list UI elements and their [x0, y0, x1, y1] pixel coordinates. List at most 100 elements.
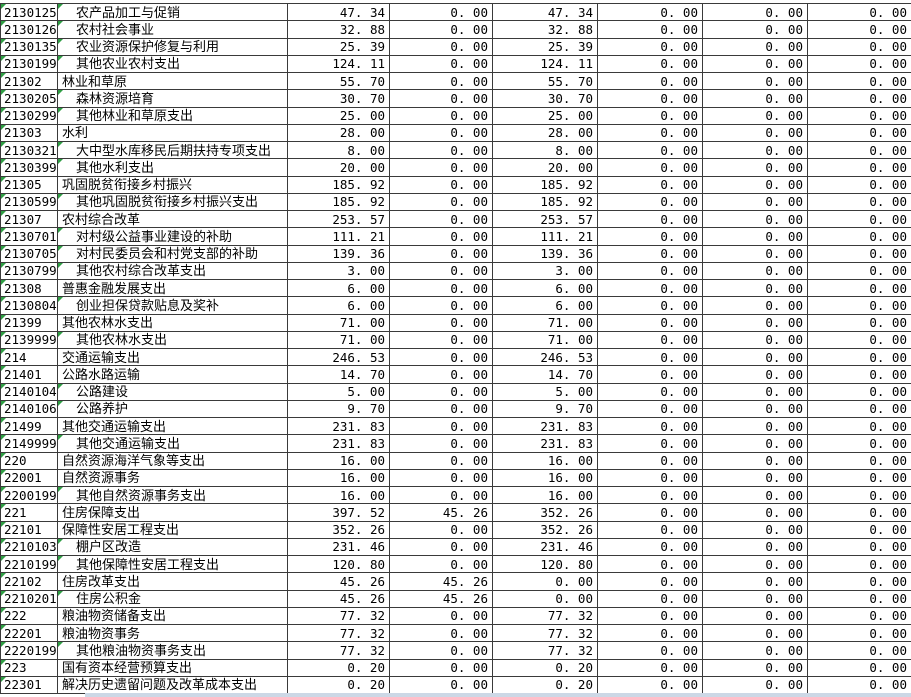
amount-cell[interactable]: 0. 00	[390, 245, 493, 262]
amount-cell[interactable]: 55. 70	[493, 73, 598, 90]
amount-cell[interactable]: 5. 00	[288, 383, 390, 400]
amount-cell[interactable]: 253. 57	[288, 211, 390, 228]
amount-cell[interactable]: 0. 00	[869, 280, 907, 296]
amount-cell[interactable]: 185. 92	[288, 176, 390, 193]
amount-cell[interactable]: 16. 00	[288, 469, 390, 486]
amount-cell[interactable]: 45. 26	[288, 590, 390, 607]
budget-code-cell[interactable]: 2149999	[1, 435, 58, 452]
amount-cell[interactable]: 0. 00	[390, 625, 493, 642]
amount-cell[interactable]: 6. 00	[493, 280, 598, 297]
amount-cell[interactable]: 0. 00	[703, 469, 808, 486]
budget-code-cell[interactable]: 2140104	[1, 383, 58, 400]
budget-code-cell[interactable]: 2130701	[1, 228, 58, 245]
amount-cell[interactable]: 0. 00	[390, 55, 493, 72]
amount-cell[interactable]: 0. 00	[598, 400, 703, 417]
amount-cell[interactable]: 16. 00	[493, 452, 598, 469]
amount-cell[interactable]: 0. 00	[869, 366, 907, 382]
amount-cell[interactable]: 0. 00	[703, 349, 808, 366]
amount-cell[interactable]: 0. 00	[598, 297, 703, 314]
amount-cell[interactable]: 0. 00	[598, 124, 703, 141]
amount-cell[interactable]: 45. 26	[288, 573, 390, 590]
amount-cell[interactable]: 231. 46	[288, 538, 390, 555]
budget-code-cell[interactable]: 2130799	[1, 262, 58, 279]
amount-cell[interactable]: 0. 00	[598, 159, 703, 176]
amount-cell[interactable]: 0. 00	[703, 504, 808, 521]
budget-code-cell[interactable]: 22201	[1, 625, 58, 642]
budget-code-cell[interactable]: 2200199	[1, 487, 58, 504]
amount-cell[interactable]: 0. 00	[869, 90, 907, 106]
budget-code-cell[interactable]: 21499	[1, 418, 58, 435]
amount-cell[interactable]: 0. 00	[390, 418, 493, 435]
amount-cell[interactable]: 0. 00	[598, 228, 703, 245]
amount-cell[interactable]: 0. 00	[390, 262, 493, 279]
amount-cell[interactable]: 0. 00	[869, 435, 907, 451]
amount-cell[interactable]: 0. 00	[703, 90, 808, 107]
budget-item-name-cell[interactable]: 森林资源培育	[58, 90, 288, 107]
amount-cell[interactable]: 0. 00	[390, 38, 493, 55]
amount-cell[interactable]: 0. 00	[869, 573, 907, 589]
amount-cell[interactable]: 124. 11	[493, 55, 598, 72]
amount-cell[interactable]: 16. 00	[493, 469, 598, 486]
amount-cell[interactable]: 0. 00	[869, 56, 907, 72]
amount-cell[interactable]: 0. 00	[869, 453, 907, 469]
amount-cell[interactable]: 0. 00	[598, 211, 703, 228]
amount-cell[interactable]: 45. 26	[390, 504, 493, 521]
amount-cell[interactable]: 0. 00	[390, 297, 493, 314]
budget-item-name-cell[interactable]: 自然资源事务	[58, 469, 288, 486]
budget-code-cell[interactable]: 221	[1, 504, 58, 521]
budget-item-name-cell[interactable]: 住房保障支出	[58, 504, 288, 521]
budget-item-name-cell[interactable]: 其他农林水支出	[58, 314, 288, 331]
amount-cell[interactable]: 0. 00	[390, 538, 493, 555]
amount-cell[interactable]: 0. 00	[703, 676, 808, 693]
amount-cell[interactable]: 0. 00	[598, 452, 703, 469]
amount-cell[interactable]: 71. 00	[493, 331, 598, 348]
amount-cell[interactable]: 0. 00	[598, 90, 703, 107]
amount-cell[interactable]: 16. 00	[493, 487, 598, 504]
amount-cell[interactable]: 185. 92	[493, 176, 598, 193]
budget-item-name-cell[interactable]: 保障性安居工程支出	[58, 521, 288, 538]
budget-code-cell[interactable]: 22102	[1, 573, 58, 590]
amount-cell[interactable]: 0. 00	[390, 211, 493, 228]
amount-cell[interactable]: 5. 00	[493, 383, 598, 400]
amount-cell[interactable]: 0. 00	[703, 487, 808, 504]
amount-cell[interactable]: 0. 00	[869, 487, 907, 503]
amount-cell[interactable]: 0. 00	[869, 418, 907, 434]
budget-item-name-cell[interactable]: 其他粮油物资事务支出	[58, 642, 288, 659]
amount-cell[interactable]: 20. 00	[493, 159, 598, 176]
amount-cell[interactable]: 0. 00	[390, 90, 493, 107]
amount-cell[interactable]: 0. 00	[869, 470, 907, 486]
amount-cell[interactable]: 185. 92	[288, 193, 390, 210]
amount-cell[interactable]: 0. 20	[493, 676, 598, 693]
amount-cell[interactable]: 352. 26	[493, 504, 598, 521]
amount-cell[interactable]: 0. 00	[598, 521, 703, 538]
amount-cell[interactable]: 0. 00	[390, 73, 493, 90]
amount-cell[interactable]: 0. 00	[703, 331, 808, 348]
amount-cell[interactable]: 0. 00	[598, 280, 703, 297]
amount-cell[interactable]: 0. 00	[703, 73, 808, 90]
amount-cell[interactable]: 0. 00	[869, 556, 907, 572]
amount-cell[interactable]: 0. 00	[869, 642, 907, 658]
amount-cell[interactable]: 14. 70	[493, 366, 598, 383]
amount-cell[interactable]: 0. 00	[390, 383, 493, 400]
budget-item-name-cell[interactable]: 住房公积金	[58, 590, 288, 607]
budget-code-cell[interactable]: 2210103	[1, 538, 58, 555]
amount-cell[interactable]: 55. 70	[288, 73, 390, 90]
amount-cell[interactable]: 30. 70	[288, 90, 390, 107]
amount-cell[interactable]: 246. 53	[493, 349, 598, 366]
amount-cell[interactable]: 20. 00	[288, 159, 390, 176]
amount-cell[interactable]: 3. 00	[288, 262, 390, 279]
amount-cell[interactable]: 0. 00	[598, 142, 703, 159]
amount-cell[interactable]: 0. 00	[703, 211, 808, 228]
amount-cell[interactable]: 0. 00	[869, 608, 907, 624]
amount-cell[interactable]: 231. 83	[288, 418, 390, 435]
amount-cell[interactable]: 0. 00	[703, 400, 808, 417]
amount-cell[interactable]: 0. 00	[703, 55, 808, 72]
amount-cell[interactable]: 352. 26	[288, 521, 390, 538]
amount-cell[interactable]: 246. 53	[288, 349, 390, 366]
budget-item-name-cell[interactable]: 其他林业和草原支出	[58, 107, 288, 124]
amount-cell[interactable]: 0. 00	[390, 176, 493, 193]
budget-code-cell[interactable]: 2130321	[1, 142, 58, 159]
amount-cell[interactable]: 0. 00	[598, 193, 703, 210]
amount-cell[interactable]: 0. 00	[703, 573, 808, 590]
amount-cell[interactable]: 8. 00	[493, 142, 598, 159]
